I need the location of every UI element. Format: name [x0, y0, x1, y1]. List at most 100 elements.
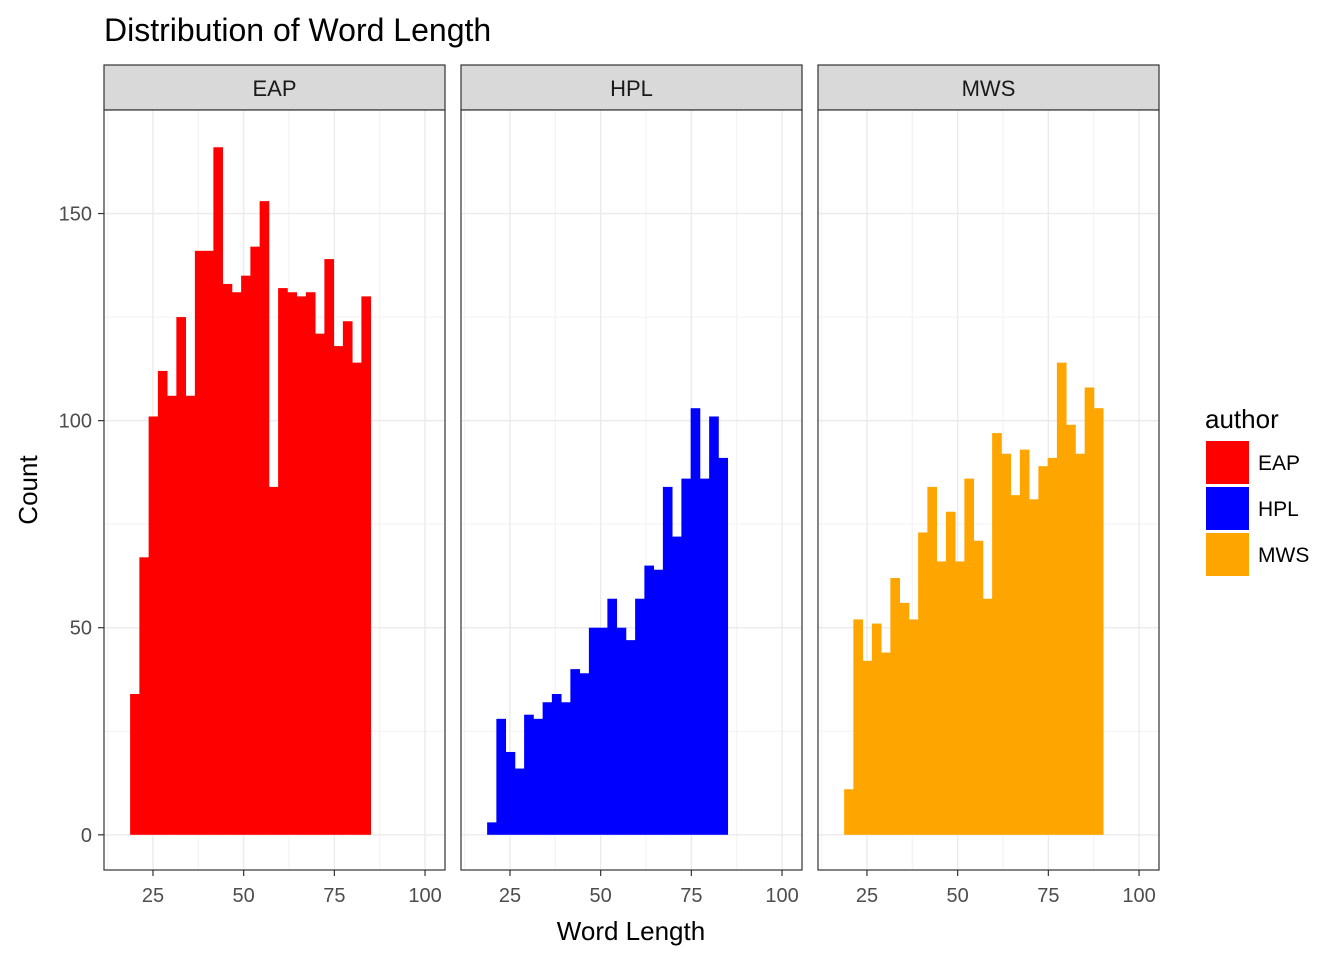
- histogram-bar: [927, 486, 938, 835]
- histogram-bar: [992, 433, 1002, 835]
- histogram-bar: [871, 623, 882, 835]
- histogram-bar: [579, 673, 590, 835]
- y-tick-label: 150: [59, 204, 92, 226]
- x-tick-label: 100: [1122, 885, 1155, 907]
- legend-item-hpl: HPL: [1206, 487, 1299, 530]
- histogram-bar: [250, 246, 261, 835]
- histogram-bar: [945, 511, 956, 835]
- panel-border: [460, 109, 803, 871]
- legend-key: [1206, 533, 1249, 576]
- histogram-bar: [259, 201, 270, 835]
- histogram-bar: [315, 333, 325, 835]
- histogram-bar: [305, 292, 316, 835]
- x-tick-label: 100: [765, 885, 798, 907]
- x-tick-label: 75: [680, 885, 702, 907]
- legend-items: EAP HPL MWS: [1206, 441, 1309, 576]
- facet-panel-hpl: HPL 25 50 75 100: [460, 64, 803, 907]
- legend-label: MWS: [1258, 544, 1309, 567]
- histogram-bar: [982, 598, 993, 835]
- histogram-bar: [1066, 424, 1076, 835]
- histogram-bar: [918, 532, 928, 835]
- facet-panel-eap: EAP 25 50 75 100 0 50 100 150: [59, 64, 446, 907]
- histogram-bar: [598, 627, 608, 835]
- histogram-bar: [1075, 453, 1086, 835]
- histogram-bar: [496, 718, 507, 835]
- legend-item-mws: MWS: [1206, 533, 1309, 576]
- facet-strip: [817, 64, 1160, 111]
- histogram-bar: [139, 557, 150, 835]
- histogram-bar: [268, 486, 279, 835]
- y-tick-label: 0: [81, 825, 92, 847]
- facet-panel-mws: MWS 25 50 75 100: [817, 64, 1160, 907]
- histogram-bar: [908, 619, 919, 835]
- facet-strip-label: MWS: [962, 76, 1016, 101]
- facet-strip: [103, 64, 446, 111]
- chart-title: Distribution of Word Length: [104, 12, 491, 48]
- histogram-bar: [881, 652, 891, 835]
- histogram-bar: [1093, 408, 1104, 835]
- histogram-bar: [607, 598, 618, 835]
- histogram-bar: [157, 370, 168, 835]
- panel-border: [817, 109, 1160, 871]
- histogram-bar: [1056, 362, 1067, 835]
- x-axis-title: Word Length: [557, 916, 705, 946]
- y-tick-label: 100: [59, 411, 92, 433]
- histogram-bar: [899, 602, 910, 835]
- legend-label: EAP: [1258, 452, 1300, 475]
- y-axis-title: Count: [13, 455, 43, 525]
- legend-title: author: [1205, 404, 1279, 434]
- histogram-bar: [533, 718, 544, 835]
- histogram-bar: [635, 598, 645, 835]
- x-tick-label: 100: [408, 885, 441, 907]
- x-tick-label: 50: [233, 885, 255, 907]
- histogram-bar: [672, 536, 682, 835]
- histogram-bar: [130, 693, 140, 835]
- histogram-bar: [514, 768, 525, 835]
- histogram-bar: [853, 619, 864, 835]
- histogram-bar: [278, 288, 288, 835]
- histogram-bar: [241, 275, 251, 835]
- histogram-bar: [287, 292, 298, 835]
- x-tick-label: 50: [590, 885, 612, 907]
- histogram-bar: [936, 561, 947, 835]
- legend-label: HPL: [1258, 498, 1299, 521]
- histogram-bar: [167, 395, 177, 835]
- histogram-bar: [862, 660, 873, 835]
- histogram-bar: [690, 408, 701, 835]
- histogram-bar: [973, 540, 984, 835]
- histogram-bar: [844, 789, 854, 835]
- histogram-bar: [551, 693, 562, 835]
- histogram-bar: [561, 702, 571, 835]
- histogram-bar: [616, 627, 627, 835]
- histogram-bar: [1084, 387, 1095, 835]
- facet-strip-label: EAP: [252, 76, 296, 101]
- histogram-bar: [1019, 449, 1030, 835]
- histogram-bar: [222, 283, 233, 835]
- legend-key: [1206, 487, 1249, 530]
- histogram-bar: [176, 317, 187, 835]
- x-tick-label: 25: [142, 885, 164, 907]
- histogram-bar: [662, 486, 673, 835]
- histogram-bar: [487, 822, 497, 835]
- histogram-bar: [524, 714, 534, 835]
- x-tick-label: 75: [323, 885, 345, 907]
- x-tick-label: 25: [499, 885, 521, 907]
- histogram-bar: [644, 565, 655, 835]
- histogram-bar: [709, 416, 719, 835]
- facet-strip-label: HPL: [610, 76, 653, 101]
- legend-item-eap: EAP: [1206, 441, 1300, 484]
- histogram-bar: [352, 362, 362, 835]
- histogram-bar: [588, 627, 599, 835]
- histogram-bar: [1001, 453, 1012, 835]
- panel-border: [103, 109, 446, 871]
- histogram-bar: [699, 478, 710, 835]
- histogram-bar: [213, 147, 224, 835]
- x-tick-label: 50: [947, 885, 969, 907]
- histogram-bar: [296, 296, 307, 835]
- histogram-bar: [333, 346, 344, 835]
- histogram-bar: [955, 561, 965, 835]
- histogram-bar: [718, 457, 729, 835]
- histogram-bar: [185, 395, 196, 835]
- histogram-bar: [964, 478, 975, 835]
- histogram-bar: [505, 751, 516, 835]
